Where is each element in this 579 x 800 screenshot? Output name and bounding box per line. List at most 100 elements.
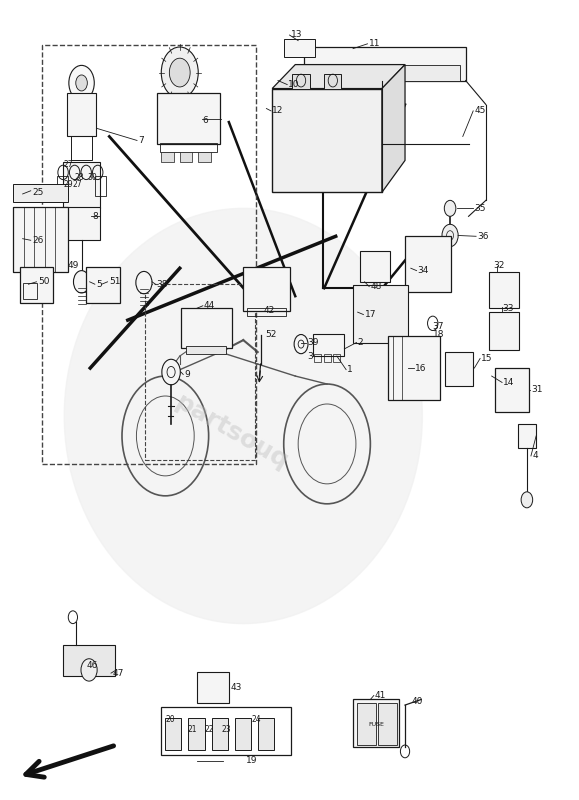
Text: 51: 51: [109, 278, 121, 286]
Text: 3: 3: [307, 351, 313, 361]
Bar: [71, 137, 92, 161]
Bar: [160, 143, 217, 153]
Bar: [197, 671, 229, 703]
Bar: [185, 346, 226, 354]
Circle shape: [76, 75, 87, 91]
Text: 49: 49: [67, 262, 79, 270]
Polygon shape: [272, 65, 405, 89]
Circle shape: [162, 47, 198, 98]
Bar: [324, 354, 331, 362]
Text: 6: 6: [203, 116, 208, 125]
Text: 30: 30: [87, 174, 97, 182]
Text: 15: 15: [481, 354, 493, 363]
Bar: [162, 707, 291, 755]
Bar: [63, 206, 100, 240]
Circle shape: [521, 492, 533, 508]
Bar: [313, 334, 345, 356]
Text: FUSE: FUSE: [368, 722, 384, 727]
Bar: [96, 176, 106, 196]
Text: 18: 18: [433, 330, 444, 339]
Bar: [284, 39, 316, 57]
Text: 42: 42: [263, 306, 275, 315]
Bar: [13, 206, 68, 272]
Text: 27: 27: [73, 180, 83, 189]
Bar: [304, 47, 466, 81]
Bar: [145, 284, 255, 460]
Bar: [353, 285, 408, 342]
Bar: [378, 703, 397, 745]
Bar: [86, 266, 120, 302]
Text: 1: 1: [347, 365, 353, 374]
Bar: [445, 352, 473, 386]
Text: 5: 5: [96, 280, 102, 289]
Text: partsouq: partsouq: [171, 390, 293, 474]
Bar: [162, 153, 174, 162]
Bar: [63, 645, 115, 675]
Circle shape: [294, 334, 308, 354]
Circle shape: [442, 224, 458, 246]
Bar: [258, 718, 274, 750]
Text: 23: 23: [222, 725, 232, 734]
Circle shape: [69, 66, 94, 101]
Text: 7: 7: [138, 136, 144, 145]
Bar: [234, 718, 251, 750]
Bar: [63, 162, 100, 208]
Circle shape: [444, 200, 456, 216]
Text: 31: 31: [531, 385, 543, 394]
Text: 47: 47: [112, 669, 123, 678]
Text: 36: 36: [477, 232, 489, 241]
Circle shape: [81, 658, 97, 681]
Bar: [494, 368, 529, 412]
Text: 14: 14: [503, 378, 515, 387]
Polygon shape: [382, 65, 405, 192]
Text: 17: 17: [365, 310, 376, 319]
Bar: [292, 74, 310, 89]
Text: 25: 25: [32, 188, 44, 197]
Text: 52: 52: [265, 330, 277, 339]
Bar: [179, 153, 192, 162]
Text: 28: 28: [75, 174, 84, 182]
Circle shape: [74, 270, 90, 293]
Ellipse shape: [64, 208, 422, 624]
Bar: [314, 354, 321, 362]
Bar: [188, 718, 204, 750]
Text: 12: 12: [272, 106, 284, 115]
Text: 45: 45: [474, 106, 486, 115]
Circle shape: [169, 58, 190, 87]
Bar: [388, 336, 439, 400]
Text: 29: 29: [63, 180, 73, 189]
Text: 10: 10: [288, 80, 300, 89]
Text: 35: 35: [474, 204, 486, 213]
Text: 43: 43: [230, 683, 242, 692]
Bar: [489, 312, 519, 350]
Text: 39: 39: [307, 338, 318, 347]
Text: 41: 41: [375, 691, 386, 700]
Bar: [198, 153, 211, 162]
Bar: [13, 184, 68, 202]
Bar: [357, 703, 376, 745]
Circle shape: [136, 271, 152, 294]
Bar: [272, 89, 382, 192]
Text: 20: 20: [166, 715, 175, 724]
Text: 19: 19: [246, 757, 258, 766]
Bar: [489, 272, 519, 308]
Bar: [243, 266, 290, 310]
Bar: [518, 424, 536, 448]
Text: 2: 2: [358, 338, 363, 347]
Text: 21: 21: [187, 725, 197, 734]
Bar: [20, 266, 53, 302]
Text: 22: 22: [204, 725, 214, 734]
Text: 4: 4: [532, 451, 538, 461]
Text: 48: 48: [371, 282, 382, 291]
Bar: [42, 45, 256, 464]
Bar: [211, 718, 228, 750]
Text: 24: 24: [252, 715, 262, 724]
Text: 34: 34: [417, 266, 429, 275]
Bar: [333, 354, 340, 362]
Text: 8: 8: [92, 212, 98, 221]
Bar: [353, 699, 400, 747]
Circle shape: [162, 359, 180, 385]
Text: 13: 13: [291, 30, 302, 38]
Text: 27: 27: [63, 160, 73, 169]
Bar: [57, 176, 68, 196]
